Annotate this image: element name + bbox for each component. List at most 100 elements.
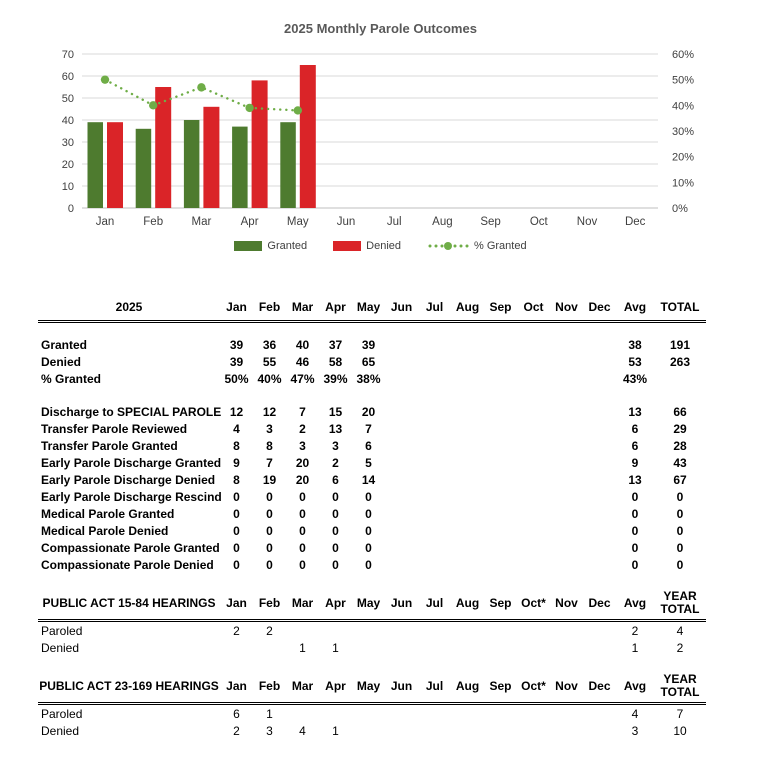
avg-cell: 13 [628,404,642,419]
total-cell: 4 [676,623,684,638]
dotted-line-icon [428,242,469,250]
month-header: Aug [455,596,480,610]
month-header: Apr [325,300,346,314]
header-row: PUBLIC ACT 15-84 HEARINGS Jan Feb Mar Apr May… [38,587,706,621]
value-cell: 12 [229,404,244,419]
avg-cell: 4 [631,706,639,721]
granted-bar [87,122,103,208]
value-cell: 3 [266,723,273,738]
month-header: Mar [291,300,314,314]
avg-cell: 0 [631,540,639,555]
value-cell: 46 [295,354,310,369]
value-cell [517,437,550,454]
value-cell: 39 [361,337,376,352]
value-cell [385,336,418,353]
value-cell: 0 [365,540,372,555]
value-cell: 0 [233,506,240,521]
value-cell [517,370,550,387]
legend-label-granted: Granted [267,240,308,252]
legend-item-pct-granted: % Granted [427,240,527,252]
value-cell: 0 [266,557,273,572]
value-cell [385,722,418,739]
value-cell [583,370,616,387]
svg-text:20%: 20% [672,152,694,164]
pct-granted-marker [197,83,206,92]
value-cell [385,705,418,722]
value-cell [583,437,616,454]
value-cell: 8 [233,438,240,453]
value-cell: 5 [365,455,372,470]
value-cell: 1 [332,640,339,655]
svg-text:Nov: Nov [577,216,598,228]
value-cell: 36 [262,337,277,352]
value-cell: 0 [365,506,372,521]
svg-text:Aug: Aug [432,216,452,228]
value-cell [517,488,550,505]
value-cell [418,705,451,722]
value-cell [484,622,517,639]
granted-swatch-icon [234,241,263,251]
value-cell: 2 [299,421,306,436]
value-cell: 0 [332,506,339,521]
value-cell: 37 [328,337,343,352]
value-cell [385,403,418,420]
value-cell [451,370,484,387]
avg-cell: 6 [631,421,639,436]
chart-plot-area: 0 10 20 30 40 50 60 70 0% 10% 20% 30% 40% 50% 60% Jan Fe… [62,49,694,228]
avg-cell: 0 [631,489,639,504]
value-cell [451,505,484,522]
value-cell: 38% [356,371,381,386]
value-cell: 0 [299,557,306,572]
svg-text:May: May [287,216,309,228]
svg-text:50: 50 [62,93,74,105]
legend-label-denied: Denied [366,240,401,252]
chart-title: 2025 Monthly Parole Outcomes [284,21,477,36]
value-cell: 13 [328,421,343,436]
total-cell: 191 [669,337,691,352]
value-cell [517,505,550,522]
pct-granted-marker [245,103,254,113]
value-cell [583,336,616,353]
value-cell [484,353,517,370]
value-cell [451,705,484,722]
value-cell [484,639,517,656]
value-cell [451,639,484,656]
avg-cell: 0 [631,523,639,538]
value-cell [517,705,550,722]
month-header: Dec [588,596,611,610]
value-cell [385,556,418,573]
value-cell: 4 [299,723,306,738]
month-header: Oct* [521,679,546,693]
value-cell [550,420,583,437]
avg-header: Avg [623,300,647,314]
total-cell: 29 [673,421,687,436]
value-cell: 6 [365,438,372,453]
value-cell [517,336,550,353]
month-header: Sep [489,679,512,693]
value-cell: 20 [361,404,376,419]
gridlines [82,53,658,209]
month-header: Jan [226,300,247,314]
value-cell [583,722,616,739]
value-cell [550,556,583,573]
value-cell [352,639,385,656]
svg-text:40%: 40% [672,100,694,112]
row-label: Discharge to SPECIAL PAROLE [41,404,222,419]
value-cell [517,403,550,420]
header-row: PUBLIC ACT 23-169 HEARINGS Jan Feb Mar Apr Ma… [38,670,706,704]
value-cell: 2 [233,623,240,638]
granted-bar [232,126,248,208]
year-header: 2025 [115,300,143,314]
value-cell: 0 [266,506,273,521]
parole-outcomes-chart: 2025 Monthly Parole Outcomes 0 10 20 30 40 50… [0,0,761,252]
value-cell [583,420,616,437]
month-header: Apr [325,596,346,610]
svg-text:0: 0 [68,203,74,215]
month-header: Mar [291,596,314,610]
pct-granted-marker [100,75,110,84]
value-cell [583,622,616,639]
granted-bar [135,128,152,208]
value-cell [484,471,517,488]
value-cell: 14 [361,472,376,487]
svg-text:Jul: Jul [387,216,402,228]
